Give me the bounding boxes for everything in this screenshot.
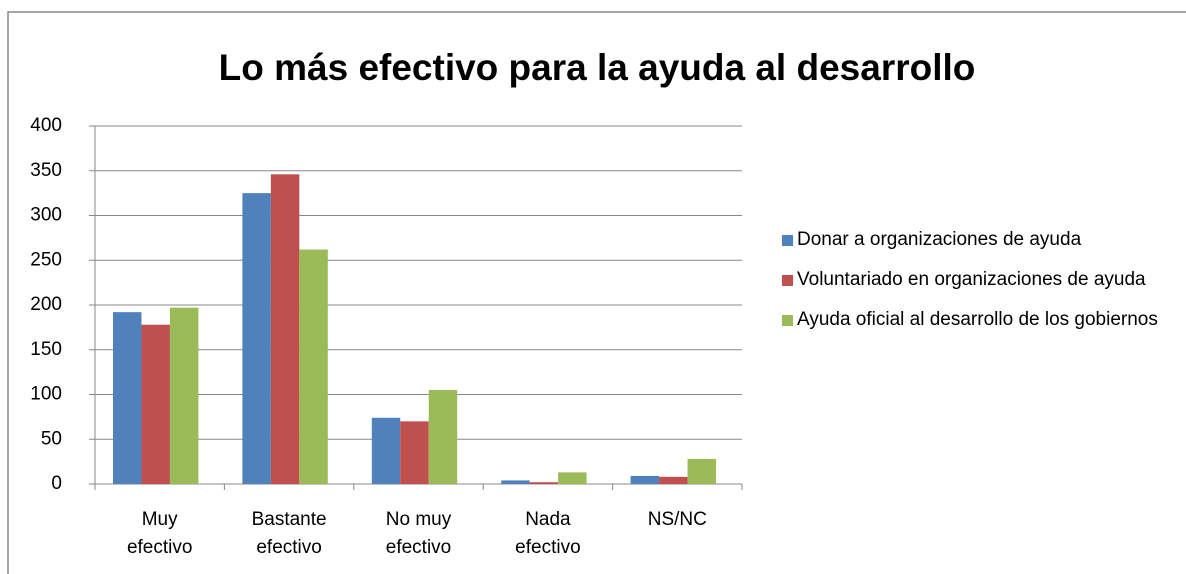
bar — [558, 472, 587, 484]
y-tick-label: 300 — [30, 205, 62, 226]
bar — [630, 475, 660, 484]
legend-label: Ayuda oficial al desarrollo de los gobie… — [797, 309, 1158, 330]
y-tick-label: 350 — [30, 160, 62, 181]
chart-title: Lo más efectivo para la ayuda al desarro… — [219, 47, 976, 88]
x-tick-label: Muy efectivo — [127, 509, 192, 558]
legend-label: Voluntariado en organizaciones de ayuda — [797, 269, 1146, 290]
legend-label: Donar a organizaciones de ayuda — [797, 229, 1082, 250]
legend-swatch — [782, 275, 793, 286]
y-tick-label: 100 — [30, 384, 62, 405]
x-tick-label: Nada efectivo — [515, 509, 580, 558]
bar — [299, 249, 328, 484]
bar — [501, 480, 530, 484]
bar — [270, 174, 300, 484]
legend-swatch — [782, 235, 793, 246]
x-tick-label: Bastante efectivo — [252, 509, 327, 558]
bar — [169, 307, 199, 484]
legend-item: Voluntariado en organizaciones de ayuda — [782, 266, 1177, 294]
chart-border — [7, 11, 1186, 574]
y-tick-label: 150 — [30, 339, 62, 360]
y-tick-label: 250 — [30, 249, 62, 270]
x-tick-label: No muy efectivo — [386, 509, 452, 558]
y-tick-label: 0 — [51, 473, 62, 494]
y-tick-label: 50 — [41, 428, 62, 449]
bar — [141, 324, 170, 484]
legend-swatch — [782, 315, 793, 326]
bar — [659, 476, 688, 484]
y-tick-label: 400 — [30, 115, 62, 136]
bar — [371, 417, 401, 484]
bar — [529, 482, 559, 484]
bar — [428, 390, 458, 484]
legend-item: Donar a organizaciones de ayuda — [782, 226, 1177, 254]
y-tick-label: 200 — [30, 294, 62, 315]
bar — [242, 193, 271, 484]
legend-item: Ayuda oficial al desarrollo de los gobie… — [782, 306, 1177, 334]
bar — [687, 458, 717, 484]
bar — [112, 312, 142, 484]
x-tick-label: NS/NC — [648, 509, 707, 530]
bar — [400, 421, 429, 484]
legend: Donar a organizaciones de ayuda Voluntari… — [782, 226, 1177, 346]
